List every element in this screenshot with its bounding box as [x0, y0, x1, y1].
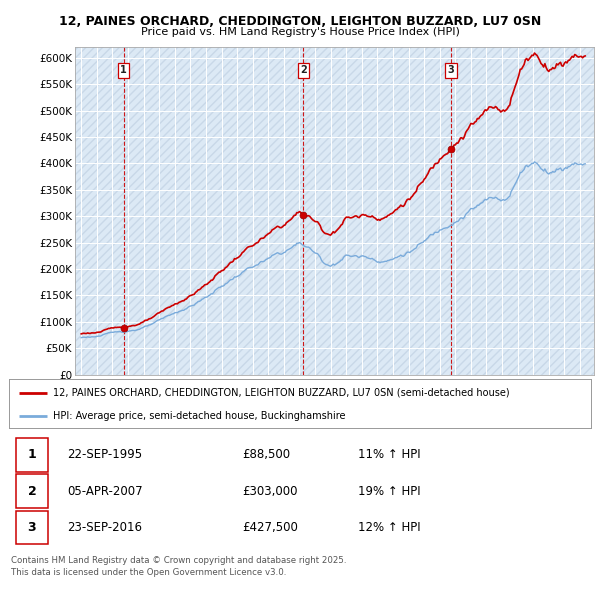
- Text: Contains HM Land Registry data © Crown copyright and database right 2025.
This d: Contains HM Land Registry data © Crown c…: [11, 556, 346, 576]
- Text: 12, PAINES ORCHARD, CHEDDINGTON, LEIGHTON BUZZARD, LU7 0SN: 12, PAINES ORCHARD, CHEDDINGTON, LEIGHTO…: [59, 15, 541, 28]
- Text: 1: 1: [28, 448, 37, 461]
- Text: 3: 3: [28, 521, 37, 534]
- Text: 22-SEP-1995: 22-SEP-1995: [67, 448, 142, 461]
- Text: 2: 2: [300, 65, 307, 75]
- Text: £88,500: £88,500: [242, 448, 290, 461]
- Text: 3: 3: [448, 65, 454, 75]
- FancyBboxPatch shape: [16, 474, 48, 508]
- Text: Price paid vs. HM Land Registry's House Price Index (HPI): Price paid vs. HM Land Registry's House …: [140, 27, 460, 37]
- Text: £303,000: £303,000: [242, 484, 298, 498]
- Text: HPI: Average price, semi-detached house, Buckinghamshire: HPI: Average price, semi-detached house,…: [53, 411, 345, 421]
- Text: £427,500: £427,500: [242, 521, 298, 534]
- Text: 23-SEP-2016: 23-SEP-2016: [67, 521, 142, 534]
- Text: 05-APR-2007: 05-APR-2007: [67, 484, 143, 498]
- Text: 19% ↑ HPI: 19% ↑ HPI: [358, 484, 421, 498]
- Text: 12% ↑ HPI: 12% ↑ HPI: [358, 521, 421, 534]
- Text: 2: 2: [28, 484, 37, 498]
- FancyBboxPatch shape: [16, 510, 48, 545]
- Text: 11% ↑ HPI: 11% ↑ HPI: [358, 448, 421, 461]
- Text: 1: 1: [120, 65, 127, 75]
- Text: 12, PAINES ORCHARD, CHEDDINGTON, LEIGHTON BUZZARD, LU7 0SN (semi-detached house): 12, PAINES ORCHARD, CHEDDINGTON, LEIGHTO…: [53, 388, 509, 398]
- FancyBboxPatch shape: [16, 438, 48, 472]
